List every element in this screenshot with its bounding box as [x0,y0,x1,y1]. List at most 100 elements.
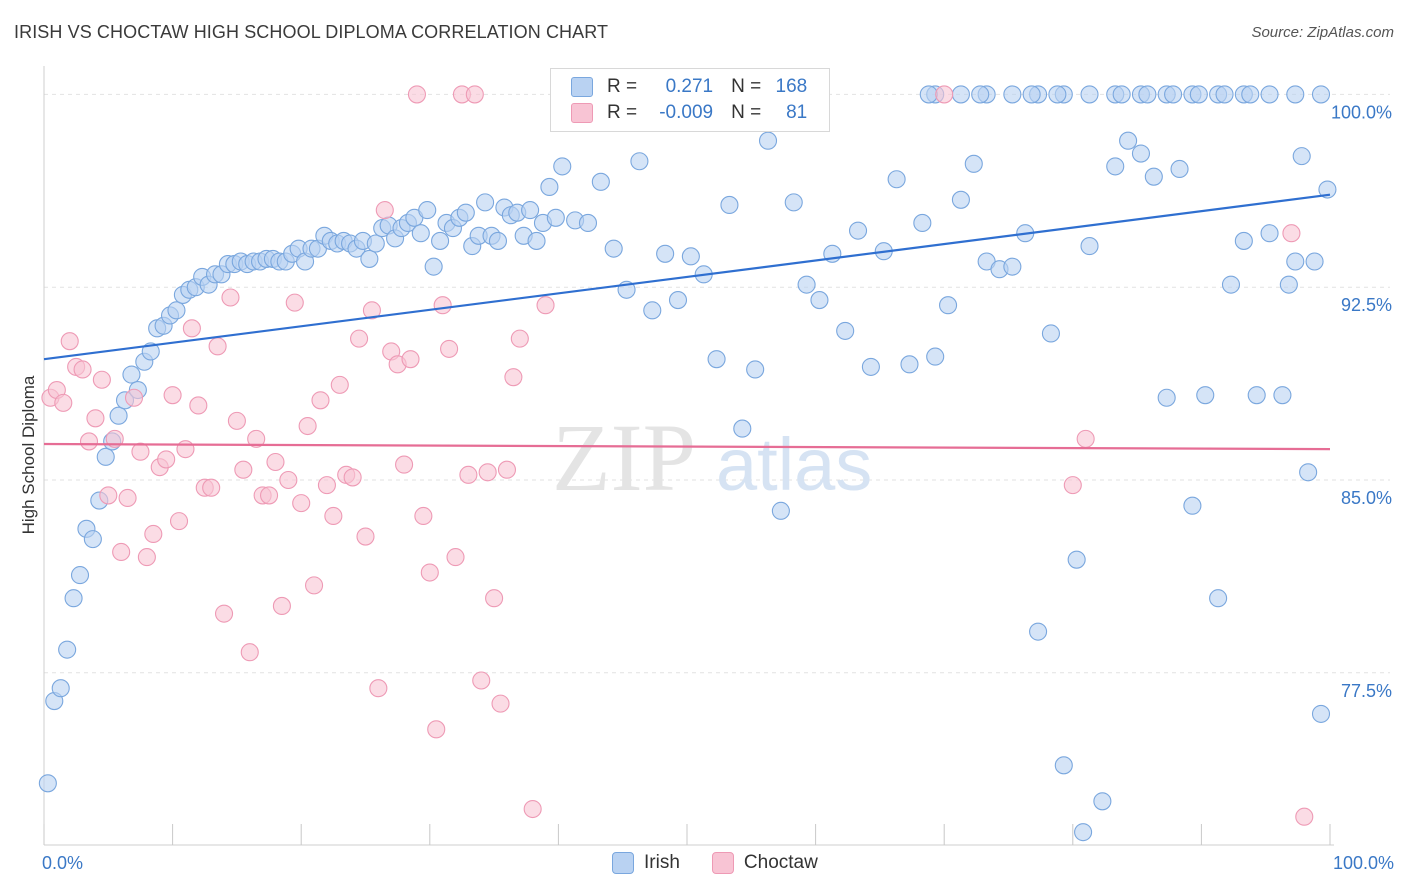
choctaw-point [118,488,137,508]
irish-point [488,231,508,250]
choctaw-point [79,432,99,451]
choctaw-point [510,329,529,348]
choctaw-point [131,442,150,461]
irish-point [70,566,90,585]
irish-point [1074,823,1093,842]
choctaw-point [485,589,504,608]
choctaw-point [227,411,246,430]
legend-item-choctaw: Choctaw [711,852,818,874]
irish-n-label: N = [731,76,762,97]
irish-point [1189,85,1208,104]
choctaw-point [169,512,189,531]
irish-point [836,321,855,340]
irish-point [1029,622,1048,641]
irish-point [1131,144,1151,163]
irish-point [733,419,752,438]
choctaw-point [317,476,336,495]
irish-point [746,360,765,379]
irish-point [51,679,70,698]
irish-point [1215,85,1234,104]
choctaw-point [298,416,317,436]
irish-point [1164,85,1183,104]
choctaw-point [112,542,131,562]
irish-point [971,85,990,104]
choctaw-point [1282,224,1301,243]
choctaw-point [478,463,497,482]
choctaw-points [41,85,1314,826]
correlation-legend: R = 0.271 N = 168 R = -0.009 N = 81 [550,68,830,132]
irish-point [83,530,102,549]
choctaw-point [124,388,144,407]
y-axis-title: High School Diploma [19,375,38,534]
irish-point [546,208,565,227]
irish-point [1041,324,1060,343]
watermark-zip: ZIP [552,404,696,511]
irish-point [1144,167,1163,186]
irish-point [681,247,700,266]
choctaw-point [369,679,388,698]
irish-point [540,177,559,197]
irish-point [553,157,572,176]
choctaw-point [504,368,523,387]
irish-point [1318,180,1337,199]
irish-point [1273,386,1292,405]
grid-lines [44,93,1390,674]
choctaw-point [285,293,304,312]
irish-point [810,291,829,310]
choctaw-point [189,396,208,415]
irish-point [1022,85,1041,104]
irish-point [411,224,430,243]
chart-title: IRISH VS CHOCTAW HIGH SCHOOL DIPLOMA COR… [14,22,609,42]
irish-point [1138,85,1157,104]
irish-point [771,501,790,520]
choctaw-point [414,506,433,526]
x-tick-label: 100.0% [1333,853,1394,873]
y-tick-label: 92.5% [1341,295,1392,315]
choctaw-trend-line [43,442,1331,451]
irish-point [784,193,803,212]
irish-point [476,193,495,212]
irish-point [141,342,160,361]
irish-point [1003,85,1022,104]
choctaw-point [305,576,324,595]
choctaw-point [163,386,182,405]
choctaw-legend-label: Choctaw [743,852,818,873]
choctaw-point [523,799,542,819]
choctaw-r-label: R = [607,102,638,123]
choctaw-point [92,370,111,389]
irish-point [1247,386,1266,405]
irish-point [604,239,623,258]
irish-point [1196,386,1215,405]
irish-swatch [571,77,593,97]
axis-labels: 100.0% 92.5% 85.0% 77.5% 0.0% 100.0% High Scho… [19,102,1394,873]
irish-point [1119,131,1138,150]
watermark: ZIP atlas [552,404,872,511]
irish-point [521,201,540,220]
choctaw-point [259,486,279,505]
irish-trend-line [43,193,1331,361]
irish-point [1003,257,1022,276]
legend-row-choctaw: R = -0.009 N = 81 [571,101,807,125]
choctaw-point [157,450,176,469]
choctaw-point [182,319,201,338]
choctaw-point [240,643,259,662]
irish-point [1241,85,1260,104]
choctaw-point [105,429,124,448]
x-tick-label: 0.0% [42,853,83,873]
irish-point [1157,388,1176,407]
choctaw-point [407,85,426,104]
irish-point [360,249,379,268]
choctaw-point [202,478,221,497]
irish-point [1048,85,1067,104]
irish-point [527,231,546,250]
irish-legend-swatch [612,852,634,874]
choctaw-point [446,548,465,567]
choctaw-point [350,329,369,348]
choctaw-r-value: -0.009 [659,102,714,123]
choctaw-point [137,548,156,567]
choctaw-point [440,339,459,358]
irish-point [861,357,880,376]
irish-point [939,296,958,315]
series-legend: Irish Choctaw [612,852,850,874]
irish-legend-label: Irish [644,852,680,873]
